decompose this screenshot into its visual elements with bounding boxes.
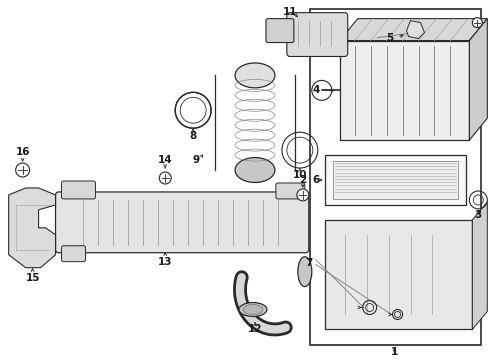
Text: 7: 7: [305, 258, 313, 268]
Text: 10: 10: [293, 170, 307, 180]
Circle shape: [159, 172, 171, 184]
Text: 13: 13: [158, 257, 172, 267]
Circle shape: [472, 18, 482, 28]
Text: 9: 9: [193, 155, 200, 165]
Polygon shape: [9, 188, 55, 268]
Polygon shape: [472, 202, 488, 329]
Bar: [340, 41, 469, 140]
Circle shape: [297, 189, 309, 201]
Bar: [310, 9, 481, 345]
Text: 11: 11: [283, 6, 297, 17]
Polygon shape: [407, 21, 424, 39]
Text: 16: 16: [15, 147, 30, 157]
Bar: [325, 220, 472, 329]
Polygon shape: [469, 19, 488, 140]
Text: 3: 3: [475, 210, 482, 220]
Bar: [325, 155, 466, 205]
Text: 8: 8: [190, 131, 197, 141]
Text: 15: 15: [25, 273, 40, 283]
Ellipse shape: [235, 158, 275, 183]
Ellipse shape: [298, 257, 312, 287]
Ellipse shape: [239, 302, 267, 316]
Text: 2: 2: [299, 175, 306, 185]
Ellipse shape: [235, 63, 275, 88]
Bar: [333, 161, 458, 199]
Text: 6: 6: [312, 175, 319, 185]
Text: 1: 1: [391, 347, 398, 357]
Text: 4: 4: [312, 85, 319, 95]
FancyBboxPatch shape: [276, 183, 305, 199]
Ellipse shape: [243, 305, 263, 315]
FancyBboxPatch shape: [55, 192, 309, 253]
Text: 12: 12: [248, 324, 262, 334]
FancyBboxPatch shape: [62, 246, 85, 262]
FancyBboxPatch shape: [287, 13, 348, 57]
Polygon shape: [340, 19, 488, 41]
Circle shape: [16, 163, 29, 177]
Text: 5: 5: [386, 32, 393, 42]
FancyBboxPatch shape: [266, 19, 294, 42]
FancyBboxPatch shape: [62, 181, 96, 199]
Text: 14: 14: [158, 155, 172, 165]
